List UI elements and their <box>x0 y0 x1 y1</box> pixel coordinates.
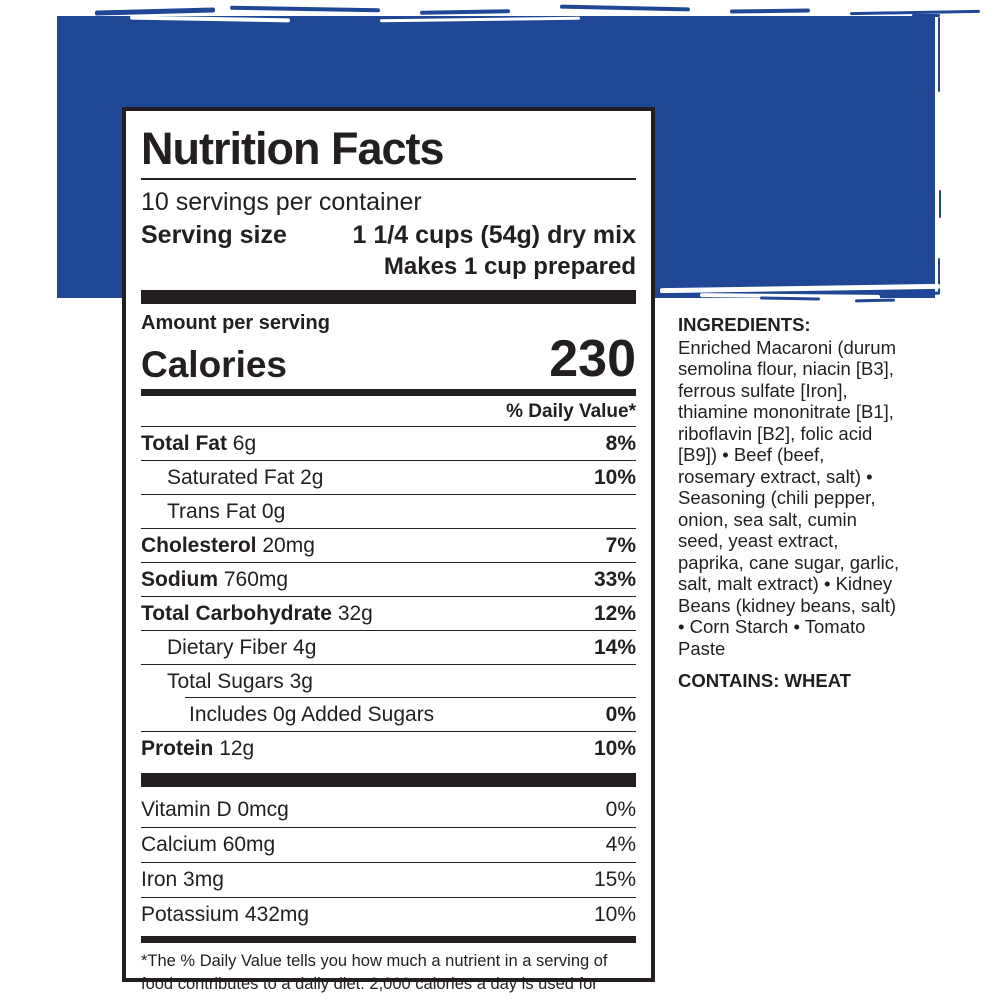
nutrient-row-trans-fat: Trans Fat 0g <box>141 494 636 528</box>
divider-medium <box>141 936 636 944</box>
brush-stroke <box>94 7 216 16</box>
daily-value: 10% <box>593 465 636 489</box>
nutrient-row-protein: Protein 12g 10% <box>141 731 636 765</box>
allergen-statement: CONTAINS: WHEAT <box>678 670 851 691</box>
serving-size-value: 1 1/4 cups (54g) dry mix <box>352 221 636 250</box>
amount-per-serving-label: Amount per serving <box>141 312 330 335</box>
brush-stroke <box>912 14 940 17</box>
daily-value: 7% <box>605 533 636 557</box>
divider-medium <box>141 389 636 397</box>
nutrient-row-added-sugars: Includes 0g Added Sugars 0% <box>141 697 636 731</box>
serving-note: Makes 1 cup prepared <box>383 253 636 281</box>
brush-stroke <box>939 190 941 218</box>
brush-stroke <box>419 9 511 15</box>
daily-value: 8% <box>605 431 636 455</box>
serving-size-row: Serving size 1 1/4 cups (54g) dry mix <box>141 218 636 252</box>
servings-per-container: 10 servings per container <box>141 188 422 217</box>
daily-value-footnote: *The % Daily Value tells you how much a … <box>141 952 608 1000</box>
daily-value: 4% <box>605 833 636 857</box>
nutrient-row-total-sugars: Total Sugars 3g <box>141 664 636 698</box>
daily-value: 33% <box>593 567 636 591</box>
daily-value: 15% <box>593 868 636 892</box>
brush-stroke <box>938 258 940 294</box>
brush-stroke <box>759 296 821 301</box>
vitamin-row-calcium: Calcium 60mg 4% <box>141 827 636 862</box>
ingredients-section: INGREDIENTS: Enriched Macaroni (durum se… <box>678 314 903 692</box>
calories-row: Calories 230 <box>141 330 636 389</box>
vitamin-row-potassium: Potassium 432mg 10% <box>141 897 636 932</box>
calories-label: Calories <box>141 344 288 386</box>
vitamin-row-vitamin-d: Vitamin D 0mcg 0% <box>141 798 636 822</box>
vitamin-row-iron: Iron 3mg 15% <box>141 862 636 897</box>
serving-size-label: Serving size <box>141 221 287 250</box>
divider-thick <box>141 290 636 305</box>
nutrient-row-total-carbohydrate: Total Carbohydrate 32g 12% <box>141 596 636 630</box>
daily-value: 10% <box>593 736 636 760</box>
daily-value: 10% <box>593 903 636 927</box>
daily-value: 12% <box>593 601 636 625</box>
daily-value: 0% <box>605 798 636 822</box>
nutrient-row-sodium: Sodium 760mg 33% <box>141 562 636 596</box>
ingredients-heading: INGREDIENTS: <box>678 314 811 335</box>
nutrient-row-cholesterol: Cholesterol 20mg 7% <box>141 528 636 562</box>
brush-stroke <box>229 5 381 13</box>
nutrient-row-dietary-fiber: Dietary Fiber 4g 14% <box>141 630 636 664</box>
nutrient-row-saturated-fat: Saturated Fat 2g 10% <box>141 460 636 494</box>
nutrition-facts-title: Nutrition Facts <box>141 123 445 174</box>
calories-value: 230 <box>549 330 636 389</box>
brush-stroke <box>729 8 811 14</box>
daily-value-header: % Daily Value* <box>506 401 636 423</box>
brush-stroke <box>854 298 896 303</box>
brush-stroke <box>559 4 691 12</box>
nutrient-row-total-fat: Total Fat 6g 8% <box>141 426 636 460</box>
daily-value: 14% <box>593 635 636 659</box>
divider-thick <box>141 773 636 788</box>
nutrition-facts-panel: Nutrition Facts 10 servings per containe… <box>122 107 655 1000</box>
ingredients-body: Enriched Macaroni (durum semolina flour,… <box>678 336 900 659</box>
brush-stroke <box>938 17 940 92</box>
daily-value: 0% <box>605 702 636 726</box>
divider <box>141 178 636 181</box>
